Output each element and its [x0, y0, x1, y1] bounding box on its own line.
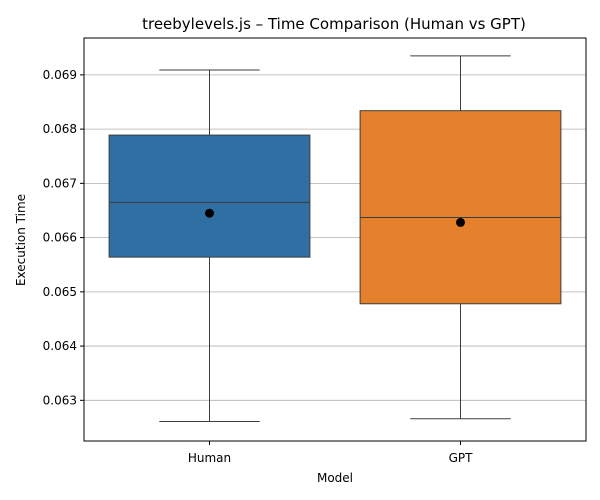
- iqr-box: [359, 110, 562, 305]
- y-tick-label: 0.063: [43, 393, 77, 407]
- y-tick-label: 0.066: [43, 231, 77, 245]
- plot-frame: [83, 37, 587, 442]
- x-axis-ticks: Human GPT: [188, 441, 473, 465]
- y-axis-label: Execution Time: [14, 194, 28, 286]
- y-tick-label: 0.069: [43, 68, 77, 82]
- mean-marker: [205, 208, 214, 218]
- y-tick-label: 0.065: [43, 285, 77, 299]
- y-tick-label: 0.068: [43, 122, 77, 136]
- x-tick-label: Human: [188, 451, 231, 465]
- box-group-gpt: [359, 55, 562, 420]
- y-tick-label: 0.064: [43, 339, 77, 353]
- y-tick-label: 0.067: [43, 176, 77, 190]
- box-group-human: [108, 69, 311, 422]
- iqr-box: [108, 134, 311, 258]
- x-tick-label: GPT: [449, 451, 474, 465]
- chart-title: treebylevels.js – Time Comparison (Human…: [142, 15, 526, 33]
- boxes: [108, 55, 562, 422]
- mean-marker: [456, 217, 465, 227]
- y-axis-ticks: 0.063 0.064 0.065 0.066 0.067 0.068 0.069: [43, 68, 84, 407]
- x-axis-label: Model: [317, 471, 353, 485]
